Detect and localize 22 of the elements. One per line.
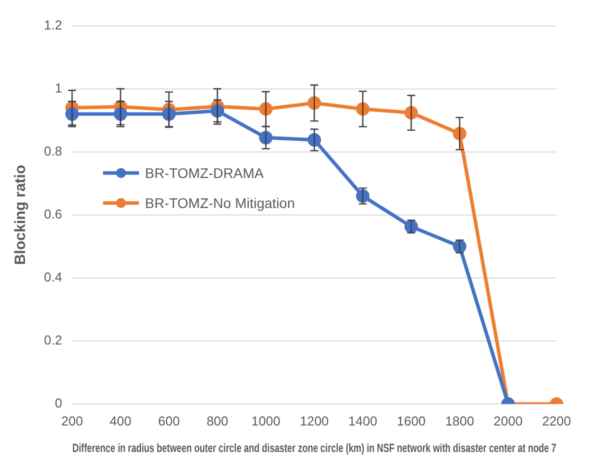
x-tick-label: 1200 — [300, 413, 329, 428]
x-tick-label: 600 — [158, 413, 180, 428]
x-tick-label: 1600 — [396, 413, 426, 428]
x-tick-label: 2200 — [542, 413, 571, 428]
x-tick-label: 2000 — [494, 413, 523, 428]
legend-label: BR-TOMZ-DRAMA — [145, 165, 264, 181]
y-tick-label: 0.2 — [44, 332, 62, 348]
y-axis-title: Blocking ratio — [12, 164, 30, 265]
y-tick-label: 0.4 — [44, 270, 62, 285]
x-tick-label: 200 — [61, 413, 83, 428]
x-tick-label: 400 — [110, 413, 132, 428]
x-tick-label: 1000 — [251, 413, 280, 428]
y-tick-label: 0 — [54, 396, 62, 411]
x-tick-label: 1800 — [445, 413, 474, 428]
x-axis-title: Difference in radius between outer circle and disaster zone circle (km) in NSF network with disaster center at node 7 — [72, 442, 556, 456]
y-tick-label: 0.8 — [44, 143, 62, 158]
y-tick-label: 1 — [54, 80, 62, 96]
legend-label: BR-TOMZ-No Mitigation — [145, 195, 295, 211]
x-tick-label: 1400 — [348, 413, 378, 428]
x-tick-label: 800 — [206, 413, 228, 428]
y-tick-label: 0.6 — [44, 206, 62, 222]
y-tick-label: 1.2 — [44, 17, 62, 32]
